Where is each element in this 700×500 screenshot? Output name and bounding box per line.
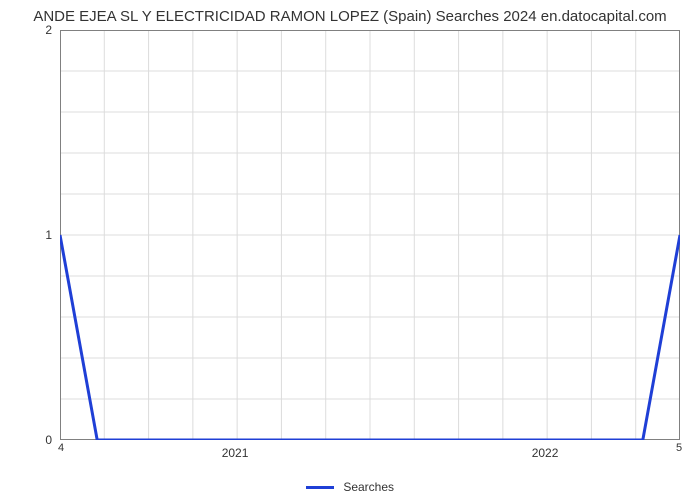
x-axis-end-label: 5 xyxy=(676,442,682,454)
legend: Searches xyxy=(0,480,700,494)
y-tick-label: 1 xyxy=(45,228,52,242)
y-tick-label: 2 xyxy=(45,23,52,37)
x-tick-label: 2021 xyxy=(222,446,249,460)
x-tick-label: 2022 xyxy=(532,446,559,460)
chart-svg xyxy=(60,30,680,440)
legend-label: Searches xyxy=(343,480,394,494)
chart-container: ANDE EJEA SL Y ELECTRICIDAD RAMON LOPEZ … xyxy=(0,0,700,500)
legend-swatch xyxy=(306,486,334,489)
y-tick-label: 0 xyxy=(45,433,52,447)
chart-title: ANDE EJEA SL Y ELECTRICIDAD RAMON LOPEZ … xyxy=(0,8,700,25)
plot-area xyxy=(60,30,680,440)
x-axis-start-label: 4 xyxy=(58,442,64,454)
